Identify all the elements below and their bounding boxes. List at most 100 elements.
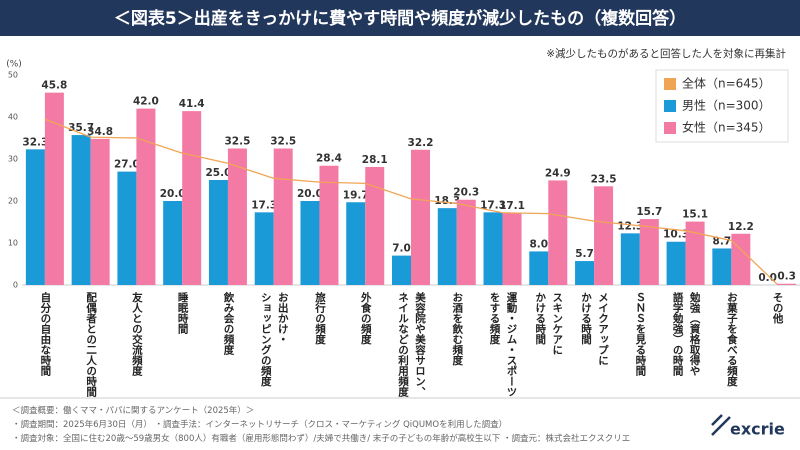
bar xyxy=(777,283,797,285)
value-label: 28.1 xyxy=(362,154,388,166)
y-tick-label: 30 xyxy=(8,155,18,164)
value-label: 45.8 xyxy=(41,80,67,92)
value-label: 20.0 xyxy=(160,188,186,200)
value-label: 8.7 xyxy=(713,235,732,247)
value-label: 15.1 xyxy=(682,209,708,221)
bar xyxy=(227,148,247,285)
value-label: 20.3 xyxy=(453,187,479,199)
value-label: 18.3 xyxy=(434,195,460,207)
bar xyxy=(548,180,568,285)
value-label: 8.0 xyxy=(529,238,548,250)
bar xyxy=(44,92,64,285)
bar xyxy=(712,248,732,285)
x-tick-label: ＳＮＳを見る時間 xyxy=(634,292,647,376)
y-unit: (%) xyxy=(6,60,22,70)
bar xyxy=(319,165,339,285)
value-label: 41.4 xyxy=(179,98,205,110)
value-label: 17.1 xyxy=(499,200,525,212)
footer-line: ＜調査概要：働くママ・パパに関するアンケート（2025年）＞ xyxy=(12,406,255,416)
bar xyxy=(666,241,686,285)
legend-box xyxy=(655,69,789,143)
value-label: 10.3 xyxy=(663,229,689,241)
bar xyxy=(731,233,751,285)
x-tick-label: 睡眠時間 xyxy=(176,292,189,334)
bar xyxy=(254,212,274,285)
bar xyxy=(182,111,202,286)
x-tick-label: スキンケアに かける時間 xyxy=(534,292,564,355)
value-label: 32.3 xyxy=(22,136,48,148)
value-label: 28.4 xyxy=(316,153,342,165)
value-label: 42.0 xyxy=(133,96,159,108)
value-label: 32.5 xyxy=(270,136,296,148)
value-label: 12.3 xyxy=(617,220,643,232)
value-label: 17.3 xyxy=(480,199,506,211)
bar xyxy=(365,166,385,285)
y-tick-label: 40 xyxy=(8,113,18,122)
bar xyxy=(136,108,156,285)
bar xyxy=(273,148,293,285)
footer-line: ・調査期間：2025年6月30日（月） ・調査手法：インターネットリサーチ（クロ… xyxy=(12,420,508,430)
bar xyxy=(346,202,366,285)
value-label: 23.5 xyxy=(591,173,617,185)
bar xyxy=(620,233,640,285)
value-label: 32.5 xyxy=(224,136,250,148)
legend-label: 女性（n=345） xyxy=(682,120,771,135)
x-tick-label: メイクアップに かける時間 xyxy=(580,292,610,366)
x-tick-label: 旅行の頻度 xyxy=(313,292,326,345)
bar xyxy=(594,186,614,285)
bar xyxy=(71,135,91,285)
value-label: 15.7 xyxy=(636,206,662,218)
bar xyxy=(208,180,228,285)
value-label: 27.0 xyxy=(114,159,140,171)
value-label: 32.2 xyxy=(408,137,434,149)
x-tick-label: お酒を飲む頻度 xyxy=(451,292,464,366)
line xyxy=(44,118,778,285)
bar xyxy=(163,201,183,285)
bar xyxy=(300,201,320,285)
y-tick-label: 20 xyxy=(8,197,18,206)
y-tick-label: 10 xyxy=(8,239,18,248)
footer-line: ・調査対象：全国に住む20歳〜59歳男女（800人）有職者（雇用形態問わず）/夫… xyxy=(12,434,631,444)
x-tick-label: お出かけ・ ショッピングの頻度 xyxy=(259,292,289,387)
y-tick-label: 0 xyxy=(13,281,18,290)
bar xyxy=(90,138,110,285)
chart-title: ＜図表5＞出産をきっかけに費やす時間や頻度が減少したもの（複数回答） xyxy=(114,8,686,29)
bar xyxy=(392,255,411,285)
bar xyxy=(639,219,659,285)
x-tick-label: 飲み会の頻度 xyxy=(222,292,235,355)
value-label: 20.0 xyxy=(297,188,323,200)
note: ※減少したものがあると回答した人を対象に再集計 xyxy=(546,47,786,60)
legend-swatch xyxy=(664,78,676,90)
value-label: 24.9 xyxy=(545,167,571,179)
bar xyxy=(456,199,476,285)
bar xyxy=(575,261,595,285)
x-tick-label: 運動・ジム・スポーツ をする頻度 xyxy=(488,292,518,397)
legend-swatch xyxy=(664,122,676,134)
bar xyxy=(437,208,457,285)
logo: excrie xyxy=(730,420,785,439)
value-label: 0.0 xyxy=(758,272,777,284)
x-tick-label: 友人との交流頻度 xyxy=(130,292,143,376)
value-label: 19.7 xyxy=(343,189,369,201)
bar xyxy=(411,149,430,285)
value-label: 25.0 xyxy=(205,167,231,179)
value-label: 34.8 xyxy=(87,126,113,138)
value-label: 5.7 xyxy=(575,248,594,260)
x-tick-label: お菓子を食べる頻度 xyxy=(725,292,738,387)
bar xyxy=(502,213,522,285)
title-bar xyxy=(0,0,800,36)
x-tick-label: 美容院や美容サロン、 ネイルなどの利用頻度 xyxy=(397,292,426,397)
x-tick-label: 外食の頻度 xyxy=(359,292,372,345)
x-tick-label: 配偶者との二人の時間 xyxy=(85,292,98,397)
value-label: 12.2 xyxy=(728,221,754,233)
value-label: 0.3 xyxy=(777,271,796,283)
legend-label: 全体（n=645） xyxy=(682,76,771,91)
legend-swatch xyxy=(664,100,676,112)
y-tick-label: 50 xyxy=(8,71,18,80)
bar xyxy=(483,212,503,285)
x-tick-label: 自分の自由な時間 xyxy=(39,292,52,376)
value-label: 17.3 xyxy=(251,199,277,211)
bar xyxy=(529,251,549,285)
